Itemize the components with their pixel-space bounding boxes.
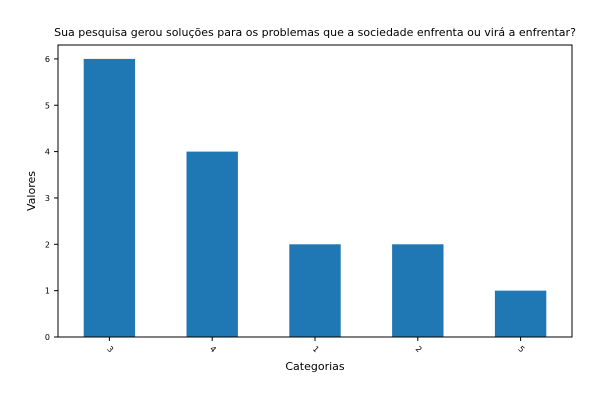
bar-3 (83, 58, 136, 338)
bar-2 (392, 244, 444, 337)
y-tick-label: 6 (45, 55, 50, 64)
bar-5 (494, 290, 547, 337)
x-tick-label: 2 (414, 344, 424, 354)
plot-frame (57, 44, 573, 338)
x-tick-label: 3 (105, 344, 115, 354)
x-tick-label: 4 (208, 344, 218, 354)
x-axis: 3 4 1 2 5 (105, 337, 526, 354)
y-tick-label: 5 (45, 101, 50, 110)
chart-title: Sua pesquisa gerou soluções para os prob… (54, 26, 576, 39)
bar-1 (289, 244, 341, 337)
y-tick-label: 2 (45, 240, 50, 249)
y-tick-label: 0 (45, 333, 50, 342)
y-tick-label: 3 (45, 194, 50, 203)
y-axis: 0 1 2 3 4 5 6 (45, 55, 58, 342)
bars-group (83, 58, 547, 338)
y-tick-label: 4 (45, 148, 50, 157)
y-tick-label: 1 (45, 287, 50, 296)
x-axis-label: Categorias (285, 360, 345, 373)
x-tick-label: 5 (516, 344, 526, 354)
x-tick-label: 1 (311, 344, 321, 354)
y-axis-label: Valores (25, 171, 38, 211)
bar-4 (186, 151, 238, 337)
